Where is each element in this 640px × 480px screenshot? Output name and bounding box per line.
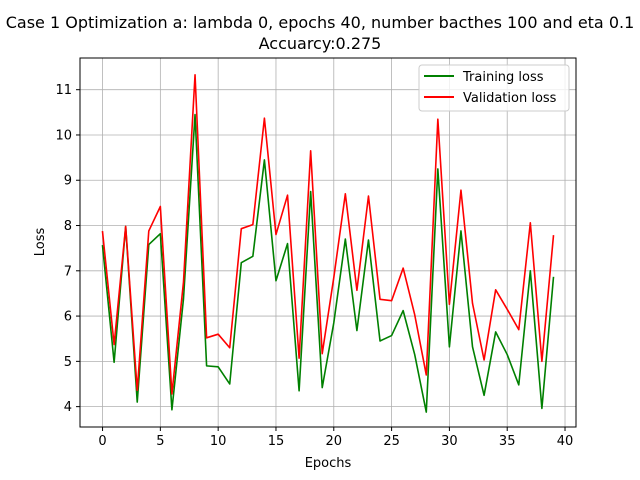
grid (80, 58, 576, 427)
chart-subtitle: Accuarcy:0.275 (259, 34, 382, 53)
y-tick-label: 9 (64, 174, 72, 189)
plot-frame (79, 57, 577, 428)
legend-box (418, 64, 570, 112)
x-tick-label: 15 (268, 434, 285, 449)
series-group (101, 73, 555, 413)
x-tick-label: 40 (557, 434, 574, 449)
x-axis-label: Epochs (305, 456, 352, 471)
x-tick-label: 30 (441, 434, 458, 449)
y-tick-label: 11 (55, 83, 72, 98)
x-tick-label: 0 (98, 434, 106, 449)
y-tick-label: 5 (64, 355, 72, 370)
y-tick-label: 8 (64, 219, 72, 234)
series-line-training (101, 113, 555, 413)
x-tick-label: 20 (326, 434, 343, 449)
y-tick-label: 6 (64, 310, 72, 325)
legend-label-training: Training loss (462, 70, 544, 85)
x-tick-label: 5 (156, 434, 164, 449)
y-tick-label: 4 (64, 400, 72, 415)
x-axis: 0 5 10 15 20 25 30 35 40 (98, 427, 573, 449)
chart-title: Case 1 Optimization a: lambda 0, epochs … (6, 13, 635, 32)
y-axis: 4 5 6 7 8 9 10 11 (55, 83, 80, 415)
y-tick-label: 7 (64, 264, 72, 279)
y-tick-label: 10 (55, 128, 72, 143)
x-tick-label: 10 (210, 434, 227, 449)
x-tick-label: 35 (499, 434, 516, 449)
legend: Training loss Validation loss (418, 64, 570, 112)
series-line-validation (101, 73, 555, 395)
y-axis-label: Loss (33, 228, 48, 257)
legend-label-validation: Validation loss (463, 91, 557, 106)
x-tick-label: 25 (383, 434, 400, 449)
